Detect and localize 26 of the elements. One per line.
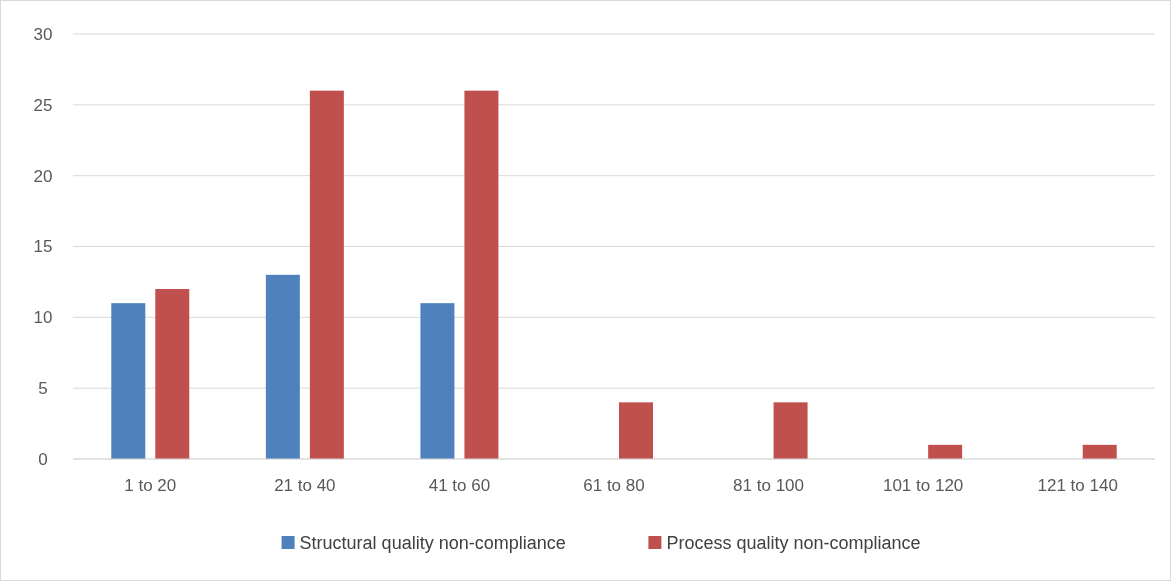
y-tick-label: 10	[33, 308, 53, 328]
x-tick-label: 41 to 60	[428, 476, 491, 495]
x-tick-label: 61 to 80	[583, 476, 645, 495]
y-tick-label: 30	[33, 24, 53, 44]
bar	[309, 90, 344, 459]
bar	[619, 402, 653, 459]
legend-label: Process quality non-compliance	[666, 533, 921, 554]
bar	[1082, 444, 1117, 459]
y-tick-label: 25	[33, 95, 53, 115]
x-tick-label: 121 to 140	[1037, 476, 1118, 495]
bar	[464, 90, 499, 459]
bar	[111, 303, 146, 459]
bar	[265, 274, 300, 459]
bar	[420, 303, 455, 459]
x-tick-label: 1 to 20	[124, 476, 177, 495]
y-tick-label: 5	[38, 379, 48, 399]
y-tick-label: 15	[33, 237, 53, 257]
bar	[155, 289, 190, 459]
legend-label: Structural quality non-compliance	[299, 533, 566, 554]
bar	[928, 444, 963, 459]
x-tick-label: 101 to 120	[882, 476, 964, 495]
y-tick-label: 20	[33, 166, 53, 186]
x-tick-label: 81 to 100	[733, 476, 805, 495]
bar	[773, 402, 808, 459]
x-tick-label: 21 to 40	[274, 476, 336, 495]
y-tick-label: 0	[38, 449, 48, 469]
